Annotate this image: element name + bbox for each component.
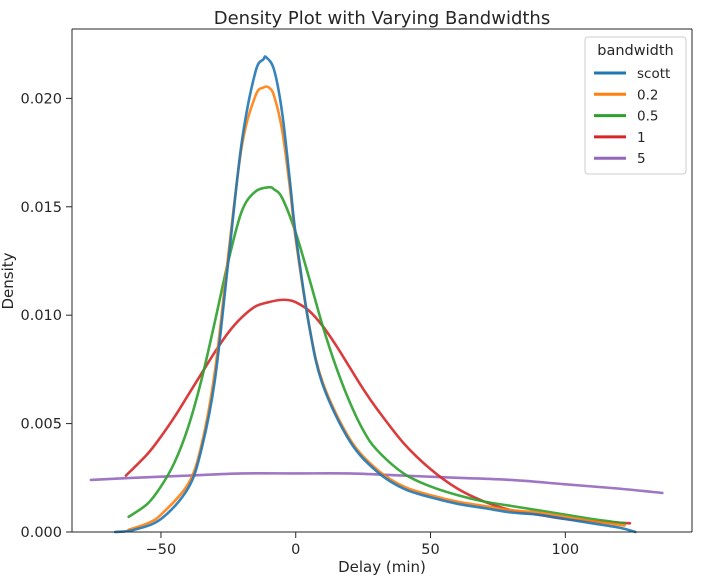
y-tick-label: 0.020 bbox=[20, 91, 62, 107]
series-layer bbox=[89, 55, 664, 534]
legend-title: bandwidth bbox=[597, 43, 673, 59]
series-line-0-5 bbox=[127, 185, 626, 525]
legend-label: 5 bbox=[637, 151, 646, 167]
legend-label: 1 bbox=[637, 130, 646, 146]
y-tick-label: 0.010 bbox=[20, 308, 62, 324]
legend-items: scott 0.2 0.5 1 5 bbox=[594, 66, 670, 167]
series-line-5 bbox=[89, 472, 664, 495]
x-tick-label: −50 bbox=[146, 542, 177, 558]
chart-title: Density Plot with Varying Bandwidths bbox=[214, 8, 550, 29]
y-tick-label: 0.015 bbox=[20, 200, 62, 216]
y-tick-label: 0.000 bbox=[20, 525, 62, 541]
y-axis-ticks: 0.000 0.005 0.010 0.015 0.020 bbox=[20, 91, 72, 541]
legend: bandwidth scott 0.2 0.5 1 5 bbox=[584, 36, 687, 175]
legend-label: 0.5 bbox=[637, 109, 658, 125]
legend-label: scott bbox=[637, 66, 670, 82]
x-tick-label: 50 bbox=[421, 542, 439, 558]
x-axis-ticks: −50 0 50 100 bbox=[146, 532, 579, 558]
axes-frame bbox=[71, 28, 693, 533]
x-tick-label: 0 bbox=[291, 542, 300, 558]
x-tick-label: 100 bbox=[551, 542, 579, 558]
x-axis-label: Delay (min) bbox=[338, 558, 426, 576]
legend-label: 0.2 bbox=[637, 87, 658, 103]
legend-box bbox=[584, 36, 687, 175]
y-tick-label: 0.005 bbox=[20, 417, 62, 433]
y-axis-label: Density bbox=[0, 252, 17, 309]
series-line-scott bbox=[113, 55, 637, 534]
series-line-1 bbox=[124, 298, 632, 525]
